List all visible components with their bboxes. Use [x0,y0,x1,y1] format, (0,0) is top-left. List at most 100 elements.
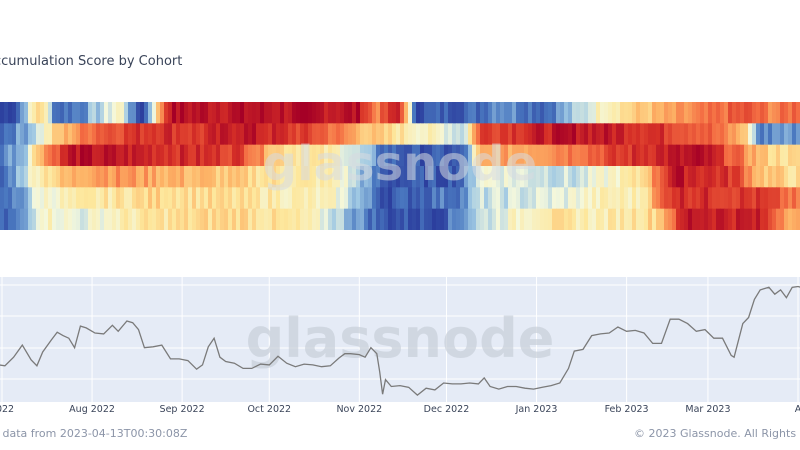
heatmap-cell [24,208,29,230]
heatmap-cell [780,166,785,188]
heatmap-cell [356,102,361,124]
heatmap-cell [180,208,185,230]
heatmap-cell [504,208,509,230]
heatmap-cell [116,208,121,230]
heatmap-cell [424,208,429,230]
heatmap-cell [788,166,793,188]
heatmap-cell [484,166,489,188]
heatmap-cell [720,123,725,146]
heatmap-cell [500,187,505,210]
heatmap-cell [288,144,293,167]
heatmap-cell [332,187,337,210]
heatmap-cell [760,102,765,124]
heatmap-cell [516,187,521,210]
heatmap-cell [572,144,577,167]
heatmap-cell [216,102,221,124]
heatmap-cell [0,123,5,146]
heatmap-cell [208,208,213,230]
heatmap-cell [672,166,677,188]
heatmap-cell [380,187,385,210]
heatmap-cell [324,187,329,210]
heatmap-cell [652,144,657,167]
heatmap-cell [732,144,737,167]
heatmap-cell [560,166,565,188]
heatmap-cell [744,144,749,167]
heatmap-cell [188,144,193,167]
heatmap-cell [148,208,153,230]
heatmap-cell [656,102,661,124]
heatmap-cell [668,208,673,230]
heatmap-cell [676,187,681,210]
heatmap-cell [628,208,633,230]
heatmap-cell [568,166,573,188]
heatmap-cell [632,102,637,124]
heatmap-cell [80,208,85,230]
heatmap-cell [576,187,581,210]
heatmap-cell [468,144,473,167]
heatmap-cell [572,123,577,146]
heatmap-cell [388,123,393,146]
heatmap-cell [32,208,37,230]
heatmap-cell [616,102,621,124]
heatmap-cell [220,123,225,146]
heatmap-cell [788,144,793,167]
heatmap-cell [92,102,97,124]
heatmap-cell [48,102,53,124]
heatmap-cell [348,166,353,188]
heatmap-cell [568,208,573,230]
heatmap-cell [228,144,233,167]
heatmap-cell [712,208,717,230]
heatmap-cell [744,208,749,230]
heatmap-cell [84,102,89,124]
heatmap-cell [524,123,529,146]
heatmap-cell [280,187,285,210]
heatmap-cell [700,187,705,210]
heatmap-cell [320,187,325,210]
heatmap-cell [404,144,409,167]
heatmap-cell [440,187,445,210]
heatmap-cell [584,144,589,167]
heatmap-cell [464,187,469,210]
heatmap-cell [376,208,381,230]
heatmap-cell [400,208,405,230]
heatmap-cell [728,144,733,167]
heatmap-cell [604,166,609,188]
heatmap-cell [636,187,641,210]
heatmap-cell [312,166,317,188]
heatmap-cell [748,208,753,230]
heatmap-cell [716,102,721,124]
heatmap-cell [16,166,21,188]
heatmap-cell [300,144,305,167]
heatmap-cell [612,123,617,146]
heatmap-cell [44,208,49,230]
heatmap-cell [220,102,225,124]
heatmap-cell [624,187,629,210]
heatmap-cell [784,144,789,167]
heatmap-cell [296,102,301,124]
heatmap-cell [136,123,141,146]
heatmap-cell [792,208,797,230]
heatmap-cell [764,144,769,167]
heatmap-cell [620,166,625,188]
heatmap-cell [448,208,453,230]
heatmap-cell [700,123,705,146]
heatmap-cell [280,123,285,146]
heatmap-cell [36,144,41,167]
heatmap-cell [468,102,473,124]
heatmap-cell [688,187,693,210]
heatmap-cell [568,102,573,124]
heatmap-cell [484,187,489,210]
heatmap-cell [656,144,661,167]
heatmap-cell [704,166,709,188]
heatmap-cell [324,166,329,188]
heatmap-cell [580,123,585,146]
heatmap-cell [556,166,561,188]
heatmap-cell [120,102,125,124]
heatmap-cell [88,187,93,210]
heatmap-cell [608,208,613,230]
heatmap-cell [60,102,65,124]
heatmap-cell [240,123,245,146]
heatmap-cell [120,187,125,210]
heatmap-cell [468,166,473,188]
heatmap-cell [132,102,137,124]
